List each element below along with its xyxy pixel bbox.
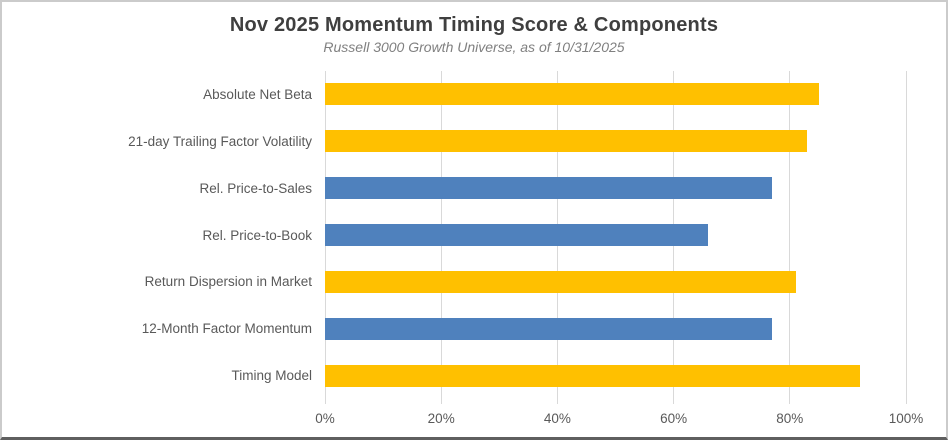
bar <box>325 130 808 153</box>
value-axis-tick-label: 40% <box>543 411 571 426</box>
category-axis-tick-label: Rel. Price-to-Sales <box>199 180 312 196</box>
category-axis-tick-label: Rel. Price-to-Book <box>202 227 312 243</box>
value-axis-tick-label: 100% <box>888 411 924 426</box>
axis-tick <box>556 399 558 404</box>
axis-tick <box>905 399 907 404</box>
value-axis-tick-label: 80% <box>776 411 804 426</box>
value-axis-tick-label: 60% <box>660 411 688 426</box>
category-axis-tick-label: Absolute Net Beta <box>203 86 312 102</box>
gridline <box>789 71 791 399</box>
chart-subtitle: Russell 3000 Growth Universe, as of 10/3… <box>323 39 625 55</box>
value-axis-tick-label: 0% <box>315 411 335 426</box>
bar <box>325 83 819 106</box>
chart-title: Nov 2025 Momentum Timing Score & Compone… <box>229 14 719 36</box>
category-axis-tick-label: Return Dispersion in Market <box>144 274 312 290</box>
bar <box>325 270 796 293</box>
axis-tick <box>673 399 675 404</box>
category-axis-tick-label: Timing Model <box>231 368 312 384</box>
axis-tick <box>789 399 791 404</box>
gridline <box>905 71 907 399</box>
bar <box>325 224 709 246</box>
axis-tick <box>324 399 326 404</box>
bar <box>325 317 773 340</box>
value-axis-tick-label: 20% <box>427 411 455 426</box>
bar <box>325 177 773 200</box>
category-axis-tick-label: 12-Month Factor Momentum <box>141 321 312 337</box>
axis-tick <box>440 399 442 404</box>
category-axis-tick-label: 21-day Trailing Factor Volatility <box>128 133 312 149</box>
bar <box>325 364 860 387</box>
